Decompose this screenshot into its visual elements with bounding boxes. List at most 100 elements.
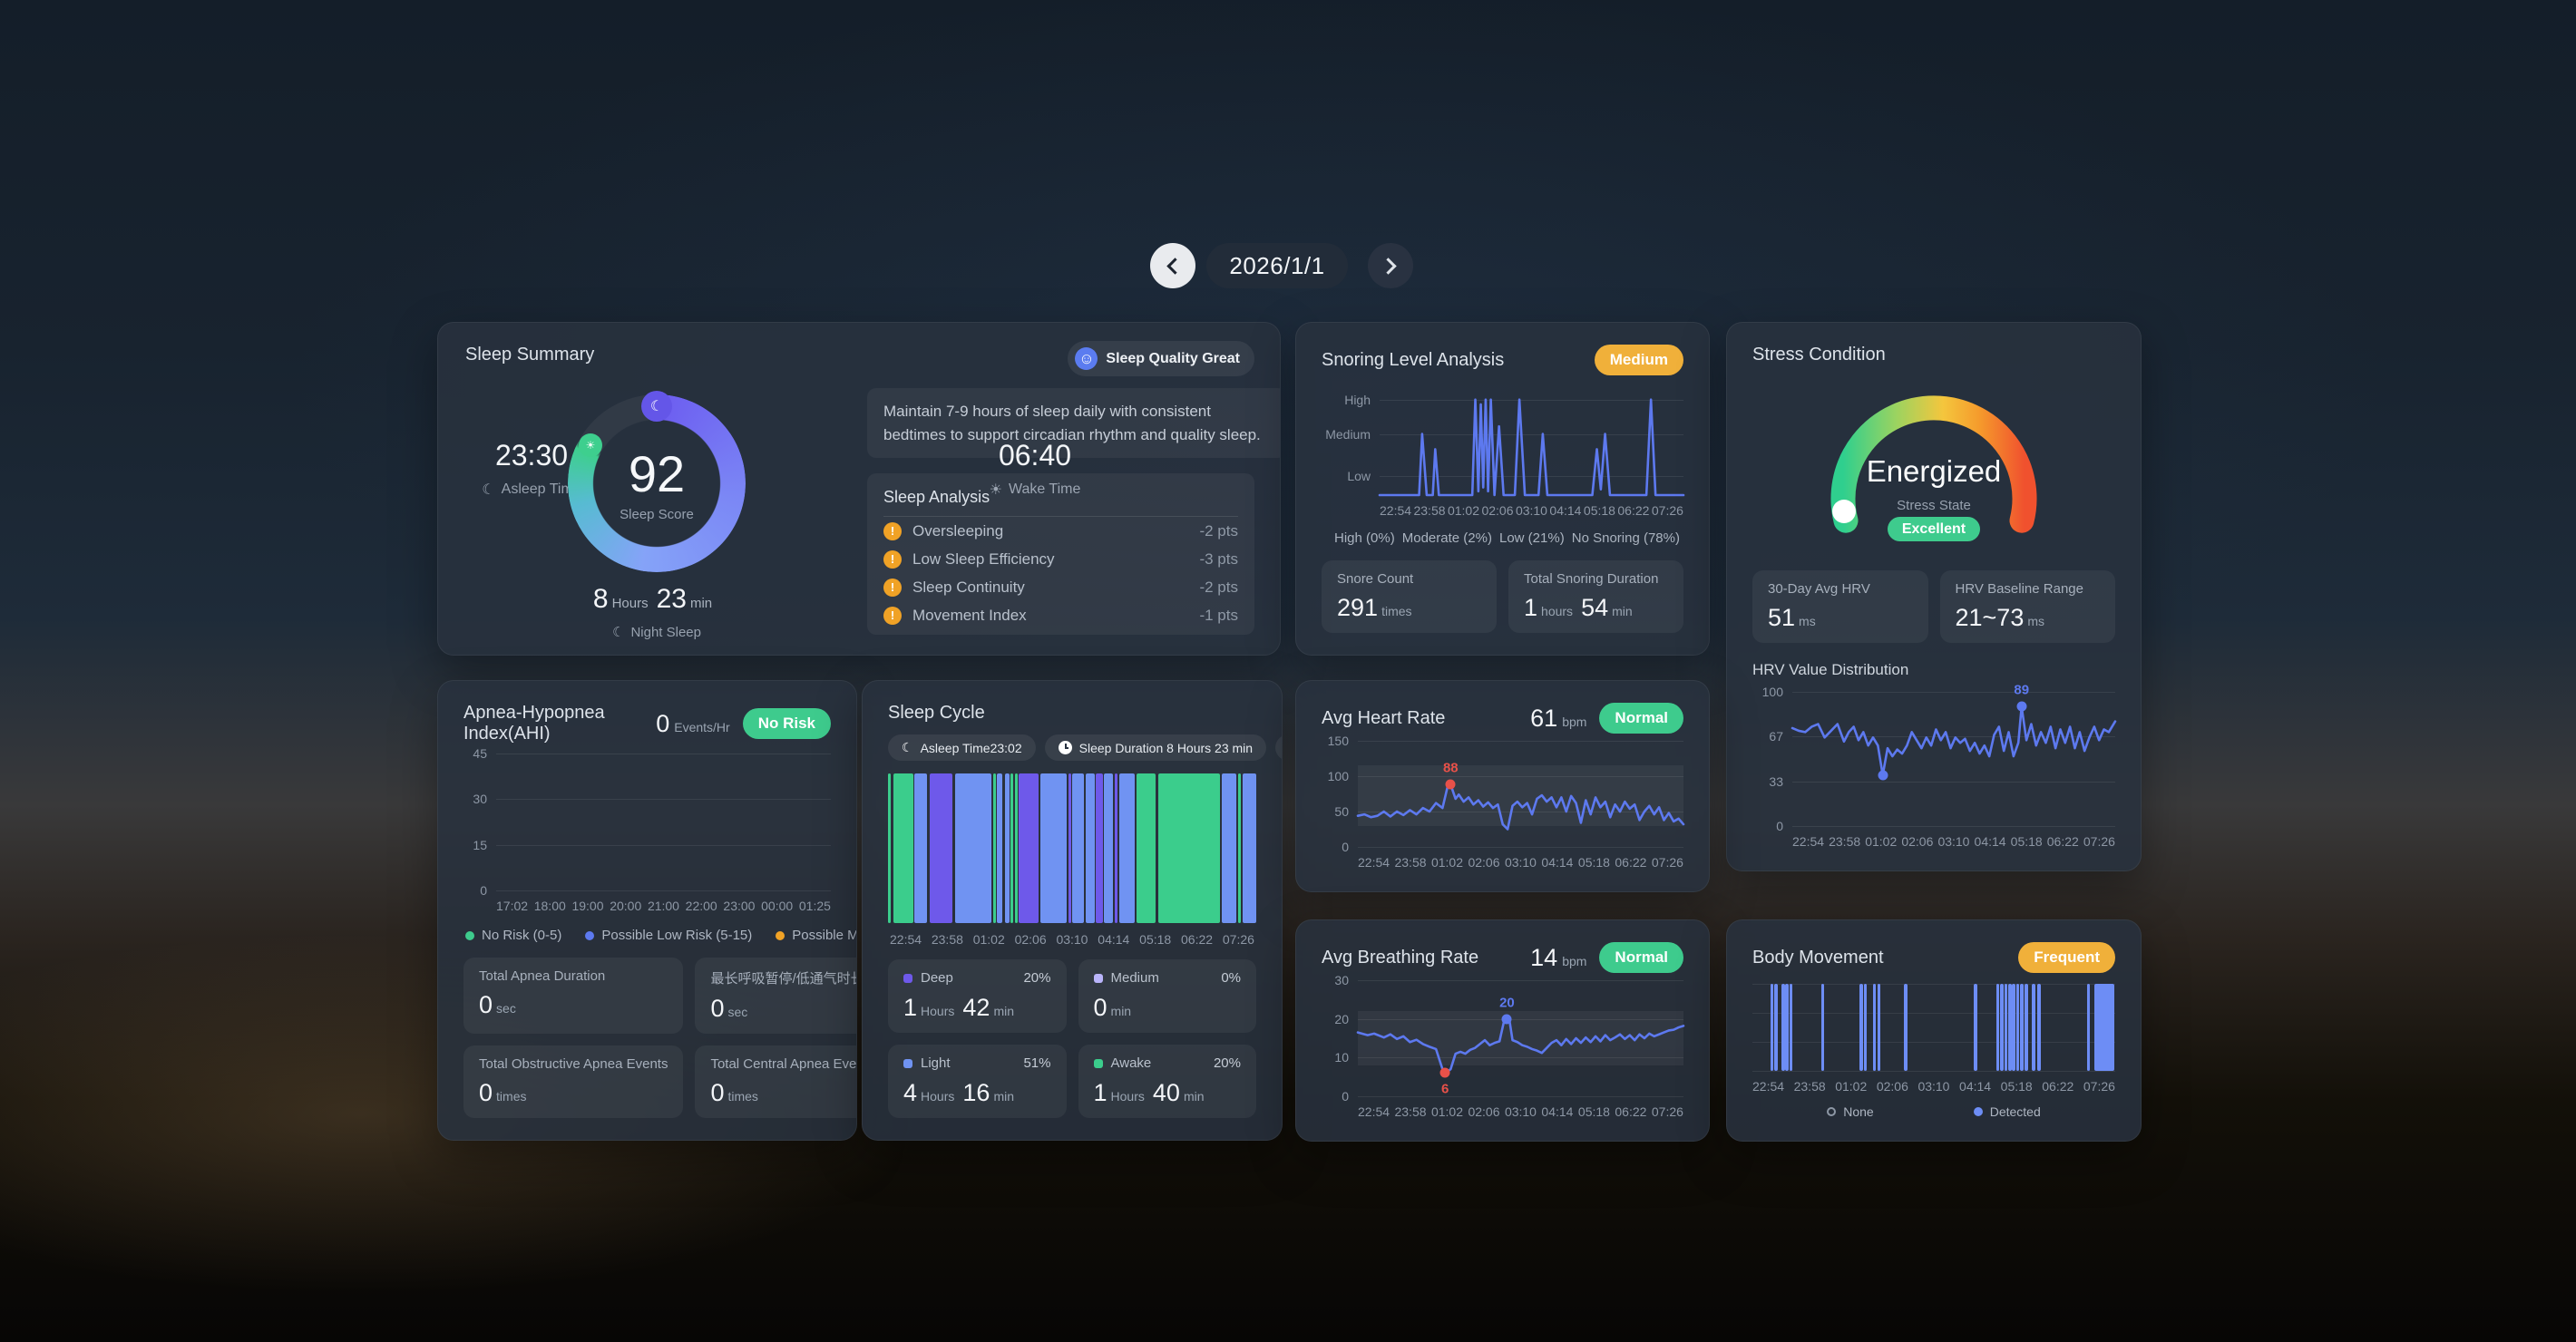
chevron-left-icon	[1166, 257, 1184, 275]
next-day-button[interactable]	[1368, 243, 1413, 288]
movement-bar	[1974, 984, 1977, 1071]
moon-icon	[902, 740, 913, 755]
warning-icon	[883, 549, 902, 569]
gauge-indicator-dot	[1832, 500, 1856, 523]
hrv-chart: 100 67 33 0 89 22:54 23:58 01:02 02:06 03:10 04:…	[1761, 682, 2115, 849]
sleep-stage-segment-awake	[893, 773, 913, 923]
movement-bar	[1774, 984, 1778, 1071]
sleep-stage-segment-light	[1221, 773, 1237, 923]
snoring-level-badge: Medium	[1594, 345, 1683, 375]
sleep-cycle-pill: Asleep Time23:02	[888, 734, 1036, 761]
sleep-stage-segment-deep	[1068, 773, 1071, 923]
sleep-stage-segment-awake	[1238, 773, 1242, 923]
movement-bar	[2032, 984, 2035, 1071]
sleep-stage-segment-light	[1004, 773, 1010, 923]
sleep-stage-segment-awake	[992, 773, 996, 923]
warning-icon	[883, 606, 902, 625]
snoring-distribution: High (0%) Moderate (2%) Low (21%) No Snorin…	[1334, 530, 1680, 546]
stat-box: Snore Count 291 times	[1322, 560, 1497, 633]
hrv-x-axis: 22:54 23:58 01:02 02:06 03:10 04:14 05:18 06:22…	[1792, 834, 2115, 849]
ahi-legend: No Risk (0-5) Possible Low Risk (5-15) Pos…	[463, 913, 856, 958]
movement-bar	[1820, 984, 1825, 1071]
stat-box: 最长呼吸暂停/低通气时长 0 sec	[695, 958, 856, 1034]
sleep-score-value: 92	[628, 445, 686, 502]
ring-progress	[568, 394, 746, 572]
asleep-time-value: 23:30	[494, 439, 569, 472]
stat-box: HRV Baseline Range 21~73 ms	[1939, 570, 2115, 643]
legend-dot-icon	[1973, 1107, 1983, 1116]
clock-icon	[1058, 741, 1072, 754]
movement-bar	[1781, 984, 1785, 1071]
snoring-chart: High Medium Low 22:54 23:58 01:02 02:06 03:10 0…	[1325, 392, 1683, 518]
legend-dot-icon	[585, 930, 595, 940]
moon-icon	[482, 481, 494, 499]
analysis-row: Sleep Continuity-2 pts	[883, 573, 1238, 601]
ring-sun-cap	[579, 433, 602, 457]
wake-time-block: 06:40 Wake Time	[958, 439, 1112, 499]
stress-stats: 30-Day Avg HRV 51 ms HRV Baseline Range 21~7…	[1752, 570, 2115, 643]
ring-moon-cap	[641, 391, 672, 422]
ahi-stats: Total Apnea Duration 0 sec 最长呼吸暂停/低通气时长 0 sec…	[463, 958, 856, 1118]
movement-bar	[2025, 984, 2028, 1071]
legend-item: Possible Low Risk (5-15)	[585, 928, 752, 943]
movement-bar	[2000, 984, 2004, 1071]
sleep-stage-segment-light	[955, 773, 992, 923]
movement-bar	[2037, 984, 2041, 1071]
hypnogram-chart	[888, 773, 1256, 923]
sleep-stage-segment-light	[1085, 773, 1095, 923]
ahi-card: Apnea-Hypopnea Index(AHI) 0 Events/Hr No …	[437, 680, 857, 1141]
heart-rate-x-axis: 22:54 23:58 01:02 02:06 03:10 04:14 05:18 06:22…	[1358, 855, 1683, 870]
movement-bar	[1785, 984, 1789, 1071]
sleep-cycle-card: Sleep Cycle Asleep Time23:02 Sleep Durati…	[862, 680, 1283, 1141]
legend-dot-icon	[1827, 1107, 1837, 1116]
sleep-stage-segment-light	[1118, 773, 1135, 923]
breathing-rate-badge: Normal	[1599, 942, 1683, 973]
body-movement-card: Body Movement Frequent 22:54 23:58 01:02 02…	[1726, 919, 2142, 1142]
stage-color-icon	[1093, 1058, 1103, 1068]
sleep-stage-box: Awake 20% 1 Hours 40 min	[1078, 1045, 1256, 1118]
stress-state-label: Stress State	[1897, 498, 1971, 513]
legend-item: Detected	[1973, 1104, 2041, 1119]
legend-item: Possible Moderate Risk (15-30)	[776, 928, 856, 943]
heart-rate-badge: Normal	[1599, 703, 1683, 734]
sleep-stage-segment-deep	[929, 773, 953, 923]
legend-item: No Risk (0-5)	[465, 928, 561, 943]
date-display[interactable]: 2026/1/1	[1206, 243, 1348, 288]
stress-gauge: Energized Stress State Excellent	[1813, 378, 2054, 552]
night-sleep-label: Night Sleep	[512, 624, 802, 640]
sleep-analysis-rows: Oversleeping-2 ptsLow Sleep Efficiency-3…	[883, 517, 1238, 629]
movement-bar	[2015, 984, 2020, 1071]
sleep-stage-segment-awake	[1158, 773, 1221, 923]
sleep-stage-segment-awake	[1015, 773, 1018, 923]
stat-box: Total Obstructive Apnea Events 0 times	[463, 1045, 684, 1118]
legend-item: None	[1827, 1104, 1874, 1119]
chevron-right-icon	[1380, 257, 1397, 275]
movement-bar	[2094, 984, 2114, 1071]
sleep-stage-segment-awake	[1010, 773, 1014, 923]
sleep-cycle-pill: Wake Time 07:26	[1275, 734, 1282, 761]
hypnogram-x-axis: 22:54 23:58 01:02 02:06 03:10 04:14 05:18 06:22…	[890, 932, 1254, 947]
prev-day-button[interactable]	[1150, 243, 1195, 288]
ahi-risk-badge: No Risk	[742, 708, 831, 739]
body-movement-x-axis: 22:54 23:58 01:02 02:06 03:10 04:14 05:18 06:22…	[1752, 1079, 2115, 1094]
breathing-rate-card: Avg Breathing Rate 14 bpm Normal 30 20 10 0 …	[1295, 919, 1710, 1142]
sleep-analysis-panel: Sleep Analysis Oversleeping-2 ptsLow Sle…	[867, 473, 1254, 635]
ahi-title: Apnea-Hypopnea Index(AHI)	[463, 703, 605, 744]
sleep-stage-segment-light	[1104, 773, 1114, 923]
breathing-rate-value: 14 bpm	[1530, 943, 1587, 971]
movement-bar	[2012, 984, 2015, 1071]
heart-rate-title: Avg Heart Rate	[1322, 707, 1446, 728]
sleep-stage-segment-deep	[1114, 773, 1117, 923]
body-movement-chart: 22:54 23:58 01:02 02:06 03:10 04:14 05:18 06:22…	[1752, 984, 2115, 1094]
stress-state-value: Energized	[1866, 454, 2002, 488]
sleep-tip: Maintain 7-9 hours of sleep daily with c…	[867, 388, 1280, 458]
movement-bar	[1877, 984, 1881, 1071]
stage-color-icon	[903, 1058, 912, 1068]
sleep-stage-segment-light	[1242, 773, 1256, 923]
analysis-row: Low Sleep Efficiency-3 pts	[883, 545, 1238, 573]
warning-icon	[883, 521, 902, 540]
stat-box: Total Snoring Duration 1 hours 54 min	[1508, 560, 1683, 633]
sleep-quality-label: Sleep Quality Great	[1106, 350, 1240, 366]
body-movement-title: Body Movement	[1752, 947, 1884, 968]
